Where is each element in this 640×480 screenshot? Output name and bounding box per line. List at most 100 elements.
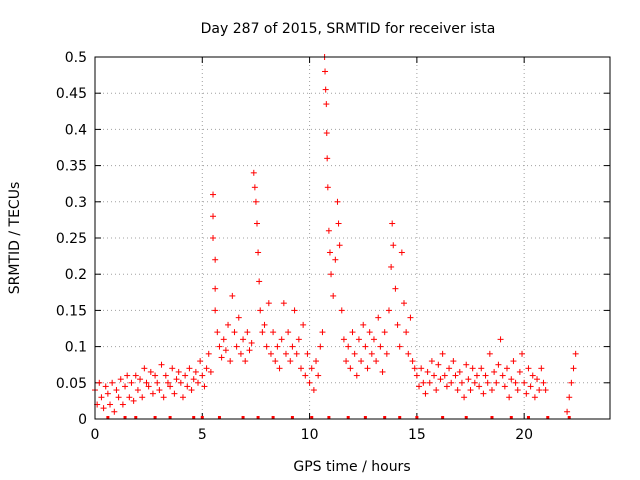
data-point <box>186 365 193 372</box>
data-point <box>542 387 549 394</box>
chart-title: Day 287 of 2015, SRMTID for receiver ist… <box>201 21 496 37</box>
data-point <box>130 397 137 404</box>
baseline-marker <box>217 416 221 419</box>
data-point <box>332 256 339 263</box>
data-point <box>278 336 285 343</box>
data-point <box>478 365 485 372</box>
data-point <box>149 390 156 397</box>
baseline-marker <box>290 416 294 419</box>
data-point <box>486 350 493 357</box>
data-point <box>212 256 219 263</box>
baseline-marker <box>363 416 367 419</box>
data-point <box>203 365 210 372</box>
data-point <box>529 372 536 379</box>
baseline-marker <box>415 416 419 419</box>
data-point <box>233 343 240 350</box>
data-point <box>182 372 189 379</box>
data-point <box>433 387 440 394</box>
baseline-marker <box>168 416 172 419</box>
data-point <box>126 394 133 401</box>
data-point <box>109 379 116 386</box>
data-point <box>289 343 296 350</box>
baseline-marker <box>192 416 196 419</box>
data-point <box>276 365 283 372</box>
data-point <box>160 394 167 401</box>
data-point <box>248 339 255 346</box>
data-point <box>471 379 478 386</box>
data-point <box>394 321 401 328</box>
data-point <box>499 372 506 379</box>
x-tick-label: 0 <box>91 427 100 443</box>
data-point <box>237 350 244 357</box>
data-point <box>379 368 386 375</box>
baseline-marker <box>398 416 402 419</box>
baseline-marker <box>346 416 350 419</box>
data-point <box>122 383 129 390</box>
data-point <box>373 358 380 365</box>
data-point <box>272 358 279 365</box>
data-point <box>280 300 287 307</box>
y-tick-label: 0.45 <box>56 86 87 102</box>
baseline-marker <box>327 416 331 419</box>
data-point <box>364 365 371 372</box>
data-point <box>231 329 238 336</box>
data-point <box>113 387 120 394</box>
data-point <box>179 394 186 401</box>
data-point <box>426 379 433 386</box>
baseline-marker <box>123 416 127 419</box>
data-point <box>154 379 161 386</box>
data-point <box>377 343 384 350</box>
data-point <box>323 130 330 137</box>
data-point <box>497 336 504 343</box>
baseline-marker <box>441 416 445 419</box>
baseline-marker <box>310 416 314 419</box>
data-point <box>403 329 410 336</box>
data-point <box>304 350 311 357</box>
y-tick-label: 0.5 <box>65 50 87 66</box>
data-point <box>388 263 395 270</box>
data-point <box>261 321 268 328</box>
data-point <box>291 307 298 314</box>
x-axis-label: GPS time / hours <box>293 459 410 475</box>
data-point <box>358 358 365 365</box>
data-point <box>102 383 109 390</box>
data-point <box>540 379 547 386</box>
data-point <box>525 365 532 372</box>
data-point <box>443 383 450 390</box>
data-point <box>214 329 221 336</box>
data-point <box>317 343 324 350</box>
data-point <box>516 368 523 375</box>
data-point <box>251 184 258 191</box>
data-point <box>171 390 178 397</box>
data-point <box>504 365 510 372</box>
data-point <box>210 213 217 220</box>
data-point <box>227 358 234 365</box>
data-point <box>207 368 214 375</box>
data-point <box>334 198 341 205</box>
data-point <box>325 227 332 234</box>
data-point <box>405 350 412 357</box>
data-point <box>195 379 201 386</box>
data-point <box>351 350 358 357</box>
data-point <box>152 372 159 379</box>
baseline-marker <box>383 416 387 419</box>
data-point <box>173 376 180 383</box>
data-point <box>482 372 489 379</box>
baseline-marker <box>464 416 468 419</box>
data-point <box>437 376 444 383</box>
data-point <box>456 368 463 375</box>
x-tick-label: 15 <box>408 427 426 443</box>
data-point <box>210 235 217 241</box>
y-tick-label: 0.15 <box>56 303 87 319</box>
data-point <box>162 372 169 379</box>
data-point <box>568 379 575 386</box>
data-point <box>254 220 261 227</box>
data-point <box>96 379 103 386</box>
data-point <box>465 376 472 383</box>
data-point <box>345 343 352 350</box>
data-point <box>225 321 232 328</box>
data-point <box>570 365 577 372</box>
data-point <box>141 365 148 372</box>
data-point <box>450 358 457 365</box>
data-point <box>252 198 259 205</box>
